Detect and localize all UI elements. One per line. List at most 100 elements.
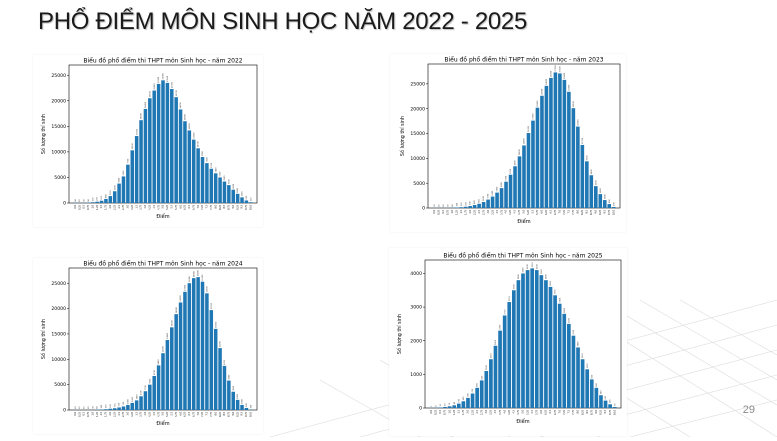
x-tick-label: 1.0 — [451, 209, 454, 213]
bar — [585, 369, 589, 408]
bar-value-label: 15 — [440, 403, 442, 406]
x-tick-label: 3.0 — [485, 409, 488, 413]
x-tick-label: 9.75 — [608, 209, 611, 214]
x-tick-label: 3.0 — [127, 411, 130, 415]
bar — [157, 365, 161, 410]
bar — [558, 304, 562, 408]
bar — [183, 121, 187, 203]
x-tick-label: 7.75 — [572, 409, 575, 414]
bar-value-label: 20 — [75, 406, 77, 409]
x-tick-label: 5.75 — [536, 209, 539, 214]
bar-value-label: 2700 — [141, 390, 143, 396]
bar — [471, 394, 475, 408]
x-tick-label: 1.0 — [91, 204, 94, 208]
bar — [464, 207, 468, 208]
bar — [513, 166, 517, 208]
x-tick-label: 5.5 — [170, 411, 173, 415]
bar-value-label: 800 — [609, 199, 611, 203]
bar — [135, 136, 139, 203]
x-tick-label: 5.25 — [166, 411, 169, 416]
x-tick-label: 2.25 — [113, 204, 116, 209]
x-tick-label: 8.0 — [577, 209, 580, 213]
x-tick-label: 0.75 — [444, 409, 447, 414]
bar — [522, 145, 526, 208]
x-tick-label: 2.0 — [109, 411, 112, 415]
x-tick-label: 4.25 — [149, 204, 152, 209]
y-axis-label: Số lượng thí sinh — [40, 114, 47, 154]
bar — [166, 83, 170, 203]
bar-value-label: 16300 — [171, 320, 173, 327]
page-number: 29 — [743, 404, 755, 416]
bar-value-label: 40 — [92, 406, 94, 409]
bar-value-label: 5800 — [215, 167, 217, 173]
bar — [109, 409, 113, 410]
x-tick-label: 1.75 — [462, 409, 465, 414]
bar — [117, 184, 121, 203]
bar-value-label: 19700 — [211, 302, 213, 309]
bar-value-label: 20700 — [176, 89, 178, 96]
bar-value-label: 23300 — [185, 284, 187, 291]
bar — [572, 108, 576, 208]
bar — [498, 331, 502, 408]
bar — [183, 292, 187, 410]
x-tick-label: 6.75 — [192, 204, 195, 209]
bar-value-label: 6700 — [211, 162, 213, 168]
bar — [249, 409, 253, 410]
bar — [581, 359, 585, 408]
x-tick-label: 0.0 — [74, 204, 77, 208]
x-tick-label: 3.5 — [135, 411, 138, 415]
x-tick-label: 8.25 — [219, 411, 222, 416]
bar — [240, 405, 244, 410]
bar-value-label: 60 — [97, 405, 99, 408]
bar — [448, 406, 452, 408]
bar-value-label: 4000 — [501, 182, 503, 188]
bar — [530, 268, 534, 408]
x-tick-label: 8.5 — [223, 204, 226, 208]
x-tick-label: 4.25 — [509, 209, 512, 214]
bar-value-label: 600 — [596, 382, 598, 386]
x-tick-label: 5.0 — [523, 209, 526, 213]
x-tick-label: 6.5 — [549, 409, 552, 413]
bar-value-label: 24000 — [163, 73, 165, 80]
bar-value-label: 600 — [474, 200, 476, 204]
y-tick-label: 3000 — [410, 305, 422, 311]
bar-value-label: 5300 — [506, 175, 508, 181]
bar-value-label: 5000 — [220, 171, 222, 177]
x-tick-label: 5.25 — [527, 209, 530, 214]
x-tick-label: 4.5 — [513, 409, 516, 413]
bar-value-label: 1600 — [604, 193, 606, 199]
bar-value-label: 2300 — [114, 185, 116, 191]
bar — [495, 193, 499, 208]
bar-value-label: 100 — [456, 202, 458, 206]
bar — [554, 72, 558, 208]
bar-value-label: 1900 — [136, 394, 138, 400]
x-tick-label: 9.5 — [241, 204, 244, 208]
bar — [240, 197, 244, 203]
bar — [210, 169, 214, 203]
x-axis-label: Điểm — [516, 418, 529, 425]
chart-title: Biểu đồ phổ điểm thi THPT môn Sinh học -… — [444, 56, 603, 64]
bar — [563, 80, 567, 208]
bar — [443, 407, 447, 408]
x-tick-label: 7.5 — [206, 204, 209, 208]
bar — [214, 329, 218, 410]
bar-value-label: 7500 — [127, 158, 129, 164]
x-tick-label: 4.25 — [508, 409, 511, 414]
bar-value-label: 13800 — [167, 332, 169, 339]
bar — [468, 206, 472, 208]
x-tick-label: 8.25 — [581, 409, 584, 414]
bar-value-label: 2750 — [504, 309, 506, 315]
chart-2024: Biểu đồ phổ điểm thi THPT môn Sinh học -… — [33, 258, 263, 434]
x-axis-label: Điểm — [156, 213, 169, 220]
x-tick-label: 10.0 — [250, 411, 253, 416]
bar-value-label: 6700 — [510, 168, 512, 174]
x-tick-label: 0.0 — [430, 409, 433, 413]
y-tick-label: 15000 — [410, 131, 425, 137]
x-tick-label: 4.0 — [505, 209, 508, 213]
bar-value-label: 2500 — [568, 317, 570, 323]
chart-2024-svg: Biểu đồ phổ điểm thi THPT môn Sinh học -… — [33, 258, 263, 434]
bar — [581, 145, 585, 208]
bar-value-label: 3800 — [119, 177, 121, 183]
bar-value-label: 450 — [101, 195, 103, 199]
bar — [536, 108, 540, 208]
